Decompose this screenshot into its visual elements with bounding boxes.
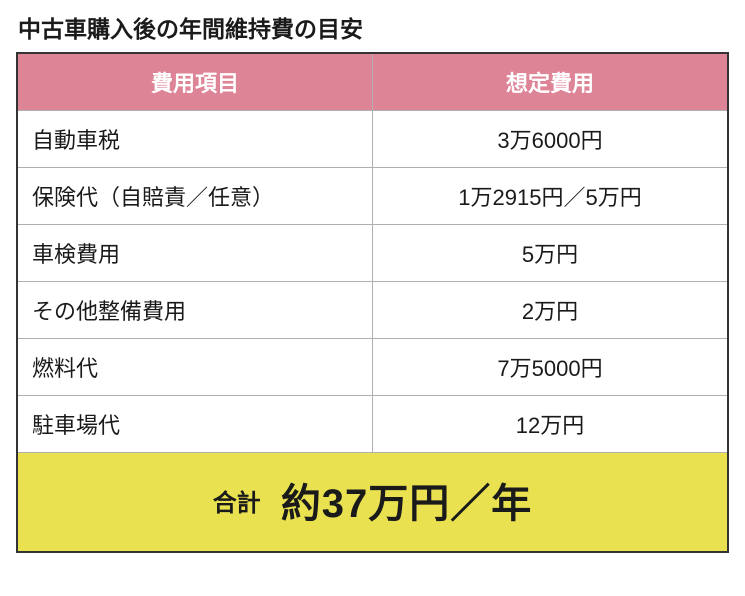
cell-cost: 2万円 [373, 282, 729, 339]
cell-cost: 7万5000円 [373, 339, 729, 396]
cell-cost: 5万円 [373, 225, 729, 282]
col-header-cost: 想定費用 [373, 53, 729, 111]
table-row: 燃料代 7万5000円 [17, 339, 728, 396]
cost-table: 費用項目 想定費用 自動車税 3万6000円 保険代（自賠責／任意） 1万291… [16, 52, 729, 553]
table-row: その他整備費用 2万円 [17, 282, 728, 339]
col-header-item: 費用項目 [17, 53, 373, 111]
total-label: 合計 [213, 490, 261, 517]
table-row: 自動車税 3万6000円 [17, 111, 728, 168]
cell-cost: 12万円 [373, 396, 729, 453]
cell-item: その他整備費用 [17, 282, 373, 339]
cell-item: 保険代（自賠責／任意） [17, 168, 373, 225]
cell-item: 燃料代 [17, 339, 373, 396]
table-header-row: 費用項目 想定費用 [17, 53, 728, 111]
cell-item: 車検費用 [17, 225, 373, 282]
table-row: 保険代（自賠責／任意） 1万2915円／5万円 [17, 168, 728, 225]
table-row: 車検費用 5万円 [17, 225, 728, 282]
page-title: 中古車購入後の年間維持費の目安 [16, 10, 729, 44]
total-cell: 合計 約37万円／年 [17, 453, 728, 553]
total-row: 合計 約37万円／年 [17, 453, 728, 553]
cell-item: 自動車税 [17, 111, 373, 168]
table-row: 駐車場代 12万円 [17, 396, 728, 453]
cell-item: 駐車場代 [17, 396, 373, 453]
cell-cost: 3万6000円 [373, 111, 729, 168]
cell-cost: 1万2915円／5万円 [373, 168, 729, 225]
total-value: 約37万円／年 [281, 482, 533, 526]
